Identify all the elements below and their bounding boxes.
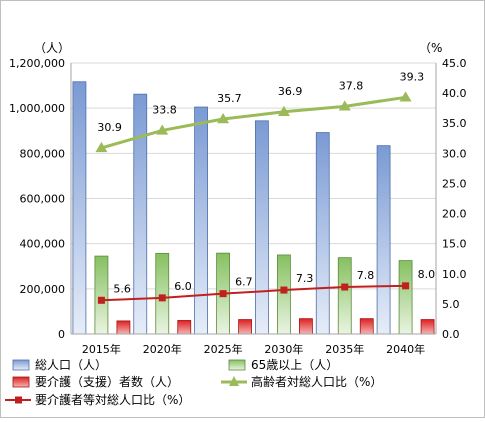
x-tick-label: 2035年 [325, 342, 364, 356]
bar-care-needed [299, 318, 313, 335]
legend-label: 要介護（支援）者数（人） [35, 374, 179, 389]
line-care-ratio [101, 284, 406, 302]
data-label-care-ratio: 7.3 [296, 272, 314, 285]
marker-elderly-ratio [399, 91, 412, 102]
bar-total-population [72, 81, 87, 335]
data-label-elderly-ratio: 35.7 [217, 92, 242, 105]
x-tick-label: 2020年 [143, 342, 182, 356]
bar-care-needed [116, 320, 131, 335]
data-label-elderly-ratio: 37.8 [339, 79, 364, 92]
legend: 総人口（人） 65歳以上（人） 要介護（支援）者数（人） 高齢者対総人口比（%） 要介護… [5, 358, 382, 407]
legend-triangle-marker [229, 376, 239, 386]
data-label-elderly-ratio: 30.9 [97, 121, 122, 134]
bars [72, 81, 435, 335]
y-right-tick-label: 10.0 [442, 268, 467, 281]
data-label-care-ratio: 7.8 [357, 269, 375, 282]
y-left-tick-label: 200,000 [20, 283, 66, 296]
legend-label: 65歳以上（人） [251, 358, 338, 372]
bar-total-population [315, 132, 330, 335]
y-left-tick-label: 0 [58, 328, 65, 341]
y-left-tick-label: 400,000 [20, 238, 66, 251]
legend-square-marker [15, 396, 22, 404]
y-right-tick-label: 0.0 [442, 328, 460, 341]
axes: 0 200,000 400,000 600,000 800,000 1,000,000 1,… [9, 57, 466, 356]
data-label-care-ratio: 8.0 [418, 268, 436, 281]
data-label-elderly-ratio: 33.8 [152, 103, 177, 116]
y-right-tick-label: 40.0 [442, 87, 467, 100]
legend-swatch [12, 376, 30, 388]
marker-care-ratio [219, 290, 227, 298]
legend-label: 総人口（人） [35, 358, 107, 372]
bar-care-needed [177, 320, 192, 335]
y-right-unit: （% [419, 41, 442, 55]
y-right-tick-label: 25.0 [442, 177, 467, 190]
x-tick-label: 2025年 [204, 342, 243, 356]
data-label-care-ratio: 5.6 [113, 282, 130, 295]
bar-care-needed [420, 319, 435, 335]
x-tick-label: 2015年 [82, 342, 121, 356]
bar-care-needed [359, 318, 374, 335]
legend-swatch [228, 359, 246, 371]
bar-total-population [376, 145, 391, 335]
gridlines [71, 62, 436, 335]
marker-care-ratio [280, 286, 288, 294]
legend-label: 要介護者等対総人口比（%） [35, 392, 190, 407]
y-right-tick-label: 15.0 [442, 238, 467, 251]
bar-total-population [255, 120, 269, 335]
marker-care-ratio [97, 296, 105, 304]
bar-age65-plus [337, 257, 352, 335]
bar-total-population [194, 106, 208, 335]
marker-elderly-ratio [156, 124, 169, 135]
bar-age65-plus [94, 255, 109, 335]
data-label-elderly-ratio: 36.9 [278, 85, 303, 98]
marker-elderly-ratio [95, 141, 108, 153]
y-left-tick-label: 1,200,000 [9, 57, 65, 70]
data-labels: 30.9 33.8 35.7 36.9 37.8 39.3 5.6 6.0 6.7 7.3 7.8 8… [97, 70, 435, 295]
marker-care-ratio [158, 294, 166, 302]
line-elderly-ratio [101, 95, 406, 150]
x-tick-label: 2040年 [386, 342, 425, 356]
data-label-care-ratio: 6.7 [235, 276, 253, 289]
bar-age65-plus [155, 252, 170, 335]
y-right-tick-label: 5.0 [442, 298, 460, 311]
y-left-tick-label: 600,000 [20, 193, 66, 206]
marker-elderly-ratio [217, 113, 230, 124]
lines [95, 91, 412, 304]
y-right-tick-label: 35.0 [442, 117, 467, 130]
y-right-tick-label: 30.0 [442, 147, 467, 160]
y-left-tick-label: 1,000,000 [9, 102, 65, 115]
x-tick-label: 2030年 [264, 342, 303, 356]
marker-elderly-ratio [338, 100, 351, 111]
y-right-tick-label: 20.0 [442, 208, 467, 221]
data-label-care-ratio: 6.0 [174, 280, 192, 293]
y-left-tick-label: 800,000 [20, 147, 66, 160]
y-left-unit: （人） [34, 41, 70, 55]
legend-swatch [12, 359, 30, 371]
legend-label: 高齢者対総人口比（%） [251, 374, 382, 389]
marker-elderly-ratio [277, 105, 290, 116]
data-label-elderly-ratio: 39.3 [400, 70, 425, 83]
bar-care-needed [238, 319, 252, 335]
marker-care-ratio [402, 282, 410, 290]
marker-care-ratio [341, 283, 349, 291]
bar-age65-plus [398, 260, 413, 335]
bar-age65-plus [277, 254, 291, 335]
y-right-tick-label: 45.0 [442, 57, 467, 70]
